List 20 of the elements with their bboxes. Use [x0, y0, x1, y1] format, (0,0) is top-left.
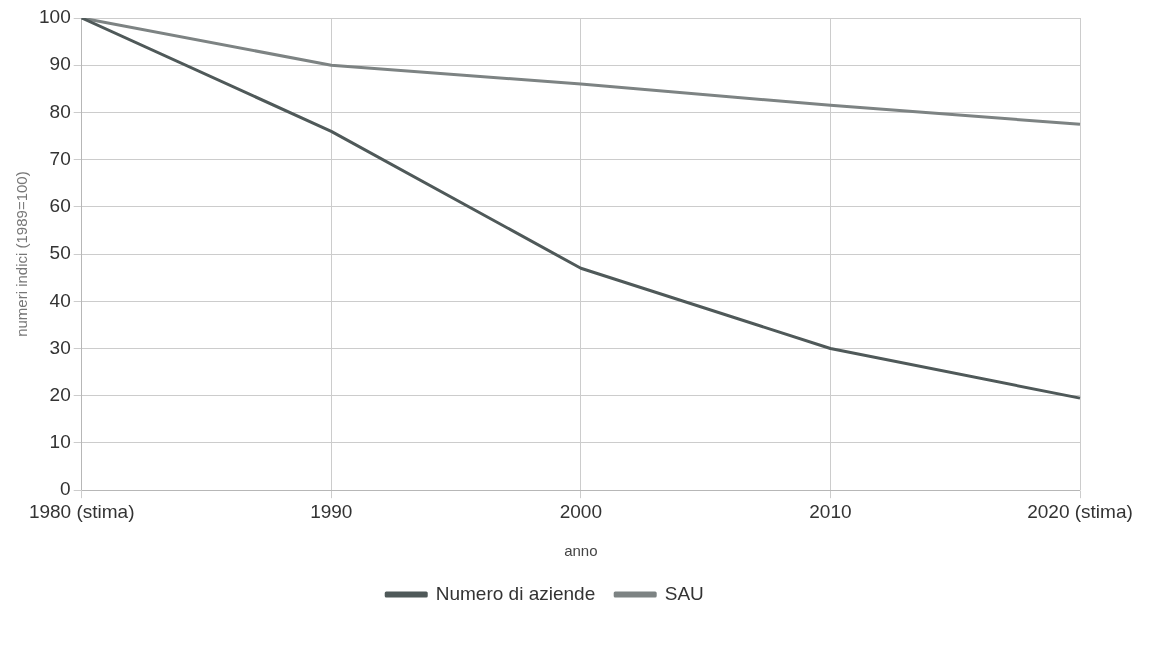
x-tick-label: 2010 [809, 500, 852, 522]
y-tick-label: 60 [49, 195, 71, 217]
legend-label: SAU [664, 582, 704, 604]
x-axis-title: anno [564, 542, 598, 560]
y-tick-label: 40 [49, 289, 71, 311]
x-tick-label: 2000 [559, 500, 602, 522]
y-tick-label: 70 [49, 147, 71, 169]
y-axis-title: numeri indici (1989=100) [13, 171, 31, 337]
y-tick-label: 10 [49, 431, 71, 453]
y-tick-label: 0 [60, 478, 71, 500]
y-tick-label: 90 [49, 53, 71, 75]
y-tick-label: 100 [39, 6, 71, 28]
y-tick-label: 80 [49, 100, 71, 122]
x-tick-label: 1980 (stima) [28, 500, 135, 522]
y-tick-label: 20 [49, 383, 71, 405]
y-tick-label: 30 [49, 336, 71, 358]
x-tick-label: 1990 [310, 500, 353, 522]
y-tick-label: 50 [49, 242, 71, 264]
legend-label: Numero di aziende [435, 582, 596, 604]
x-tick-label: 2020 (stima) [1027, 500, 1133, 522]
